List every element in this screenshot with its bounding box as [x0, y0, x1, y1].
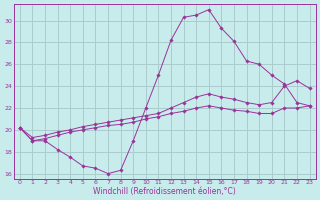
X-axis label: Windchill (Refroidissement éolien,°C): Windchill (Refroidissement éolien,°C)	[93, 187, 236, 196]
